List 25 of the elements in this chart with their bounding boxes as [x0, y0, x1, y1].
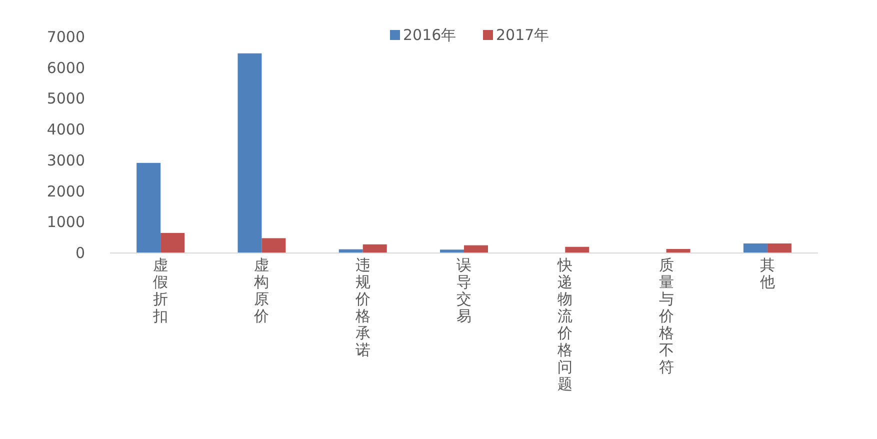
x-tick-label: 质量与价格不符	[658, 256, 674, 376]
bar	[362, 244, 387, 253]
y-tick-label: 3000	[46, 151, 85, 170]
y-tick-label: 4000	[46, 120, 85, 139]
y-tick-label: 2000	[46, 182, 85, 200]
y-tick-label: 5000	[46, 90, 85, 108]
y-tick-label: 1000	[46, 213, 85, 232]
x-tick-label: 其他	[760, 256, 775, 291]
x-tick-label: 虚假折扣	[152, 256, 168, 325]
x-tick-label: 虚构原价	[253, 256, 270, 325]
bar	[262, 238, 286, 253]
x-tick-label: 误导交易	[456, 256, 472, 325]
bar	[767, 243, 792, 253]
bar	[238, 53, 262, 253]
y-tick-label: 7000	[46, 28, 85, 46]
legend-label: 2016年	[403, 26, 456, 44]
x-tick-label: 快递物流价格问题	[556, 256, 573, 393]
y-tick-label: 0	[75, 244, 85, 262]
x-tick-label: 违规价格承诺	[354, 256, 370, 359]
bar	[743, 243, 768, 253]
legend-label: 2017年	[496, 26, 550, 44]
y-tick-label: 6000	[46, 58, 85, 77]
bar	[464, 245, 488, 253]
bar	[136, 162, 161, 253]
bar	[160, 232, 185, 253]
